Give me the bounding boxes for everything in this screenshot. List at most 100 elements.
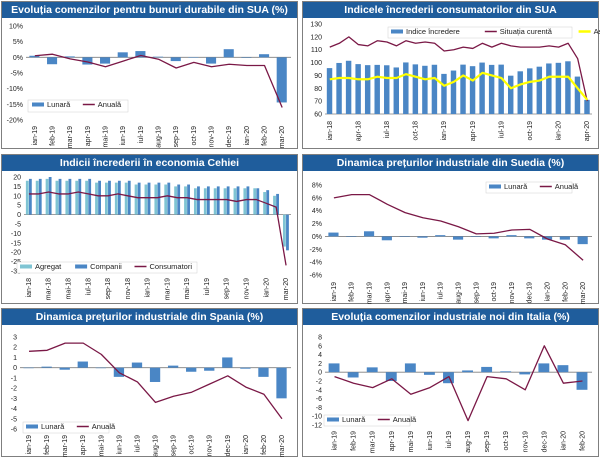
x-tick-label: iul-19 [204,278,211,295]
line-situa-ia-curent- [329,36,588,102]
bar-lunar- [443,372,454,384]
bar-agregat [213,188,217,215]
y-tick-label: 2 [318,361,322,368]
bar-agregat [114,182,118,215]
y-tick-label: 0 [17,212,21,219]
x-tick-label: ian-19 [26,435,33,455]
bar-companii [167,182,171,215]
bar-companii [28,178,32,215]
bar-lunar- [41,366,52,368]
bar-lunar- [149,367,161,382]
bar-indice-ncredere [364,65,371,114]
bar-companii [177,184,181,215]
bar-agregat [282,214,286,247]
bar-agregat [25,180,29,215]
bar-indice-ncredere [460,64,466,114]
bar-indice-ncredere [384,65,390,114]
bar-companii [68,178,72,215]
bar-indice-ncredere [441,73,447,114]
bar-agregat [193,188,197,215]
bar-lunar- [481,366,493,373]
bar-indice-ncredere [517,71,523,114]
x-tick-label: mai-19 [103,126,110,148]
x-tick-label: ian-20 [243,435,250,455]
x-tick-label: iul-18 [85,278,92,295]
bar-agregat [154,184,158,215]
x-tick-label: mar-19 [370,431,377,453]
bar-lunar- [435,235,446,237]
bar-lunar- [59,367,70,370]
bar-lunar- [206,57,217,64]
x-tick-label: iul-19 [134,435,141,452]
y-tick-label: -3 [11,396,17,403]
x-tick-label: iun-19 [420,282,427,302]
bar-agregat [55,180,59,215]
bar-lunar- [23,367,34,369]
bar-companii [256,188,260,215]
legend-swatch [327,417,339,422]
x-tick-label: ian-19 [32,126,39,146]
bar-lunar- [47,57,58,65]
x-tick-label: mar-19 [67,126,74,148]
bar-indice-ncredere [336,62,342,114]
legend-box [27,99,129,113]
bar-lunar- [188,57,199,58]
bar-lunar- [363,231,375,237]
line-anual- [28,342,283,420]
bar-companii [197,186,200,215]
y-tick-label: -5 [11,416,17,423]
bar-lunar- [170,57,181,62]
y-tick-label: 5 [17,203,21,210]
y-tick-label: 15 [13,184,21,191]
legend-label: Anuală [92,422,116,431]
bar-agregat [203,188,207,215]
x-tick-label: apr-20 [584,121,591,141]
bar-indice-ncredere [479,62,485,114]
x-tick-label: feb-19 [351,431,358,451]
x-tick-label: mar-19 [164,278,171,300]
bar-agregat [45,178,49,215]
x-tick-label: ian-18 [327,121,334,141]
y-tick-label: -5 [15,222,21,229]
legend-box [387,26,573,39]
x-tick-label: mar-20 [279,126,286,148]
bar-indice-ncredere [374,64,380,114]
y-tick-label: 100 [310,60,322,67]
bar-indice-ncredere [469,66,476,114]
bar-lunar- [328,363,340,373]
bar-companii [147,182,151,215]
y-tick-label: 4 [318,352,322,359]
bar-indice-ncredere [431,64,438,114]
bar-companii [276,193,279,215]
legend: Indice încredere Situația curentă Așteptăr… [387,26,600,39]
x-tick-label: apr-19 [389,431,396,451]
x-tick-label: iul-19 [498,121,505,138]
x-tick-label: oct-19 [503,431,510,451]
legend-box [22,421,110,434]
x-tick-label: sep-18 [105,278,112,300]
x-tick-label: ian-20 [556,121,563,141]
chart-title: Indicele încrederii consumatorilor din S… [303,2,598,18]
bar-lunar- [95,367,107,369]
x-tick-label: mar-20 [580,282,587,304]
x-tick-label: ian-20 [545,282,552,302]
y-tick-label: -12 [312,423,322,430]
bar-companii [226,186,230,215]
legend-swatch [26,424,38,429]
bar-lunar- [64,56,75,58]
x-tick-label: mai-19 [408,431,415,453]
bar-agregat [243,188,247,215]
bar-lunar- [423,372,435,375]
y-tick-label: -15 [11,240,21,247]
legend-label: Lunară [342,415,366,424]
y-tick-label: 2% [312,221,322,228]
x-tick-label: mai-19 [402,282,409,304]
bar-agregat [95,182,98,215]
bar-indice-ncredere [450,70,457,114]
bar-lunar- [538,363,550,373]
x-tick-label: ian-20 [244,126,251,146]
y-tick-label: 10% [9,24,23,31]
bar-companii [137,182,141,215]
panel-italy-orders: Evoluția comenzilor industriale noi din … [302,308,599,457]
bar-companii [216,186,220,215]
